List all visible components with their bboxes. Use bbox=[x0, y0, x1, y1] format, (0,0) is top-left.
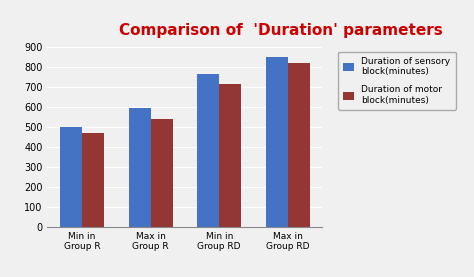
Bar bbox=[266, 57, 288, 227]
Bar bbox=[151, 119, 173, 227]
Bar bbox=[219, 83, 241, 227]
Bar bbox=[128, 108, 151, 227]
Bar bbox=[197, 74, 219, 227]
Legend: Duration of sensory
block(minutes), Duration of motor
block(minutes): Duration of sensory block(minutes), Dura… bbox=[338, 52, 456, 110]
Bar bbox=[82, 133, 104, 227]
Bar bbox=[60, 127, 82, 227]
Title: Comparison of  'Duration' parameters: Comparison of 'Duration' parameters bbox=[119, 23, 443, 38]
Bar bbox=[288, 63, 310, 227]
